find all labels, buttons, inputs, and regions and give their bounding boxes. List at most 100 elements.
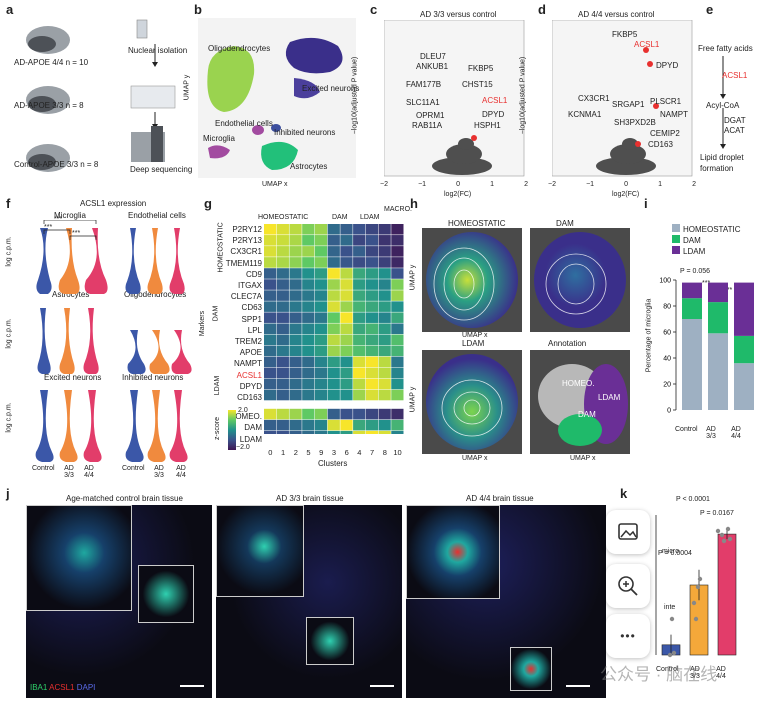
more-icon: •••	[620, 629, 636, 643]
y-tick-label: 80	[663, 304, 671, 311]
heatmap-cell	[264, 312, 277, 323]
gene-d-acsl1: ACSL1	[634, 40, 660, 49]
heatmap-cell	[302, 301, 315, 312]
heatmap-cell	[340, 356, 353, 368]
xtick: 2	[692, 181, 696, 188]
workflow-icons	[130, 19, 176, 162]
bar-chart-k	[655, 515, 737, 658]
heatmap-cell	[289, 323, 302, 334]
heatmap-cell	[302, 290, 315, 301]
gene-c-rab11a: RAB11A	[412, 121, 443, 130]
heatmap-cell	[302, 367, 315, 379]
pathway-acat: ACAT	[724, 126, 745, 135]
heatmap-cell	[289, 419, 302, 431]
umap-h-title-dam: DAM	[556, 219, 574, 228]
heatmap-cell	[264, 224, 277, 235]
heatmap-cell	[340, 290, 353, 301]
scale-bar	[370, 685, 394, 687]
volcano-d-xlabel: log2(FC)	[612, 191, 640, 198]
heatmap-cell	[365, 301, 379, 312]
heatmap-cell	[264, 268, 277, 279]
group-label-apoe33: AD-APOE 3/3 n = 8	[14, 101, 84, 110]
violin-cell-inhibited: Inhibited neurons	[122, 373, 184, 382]
heatmap-cell	[378, 419, 391, 431]
heatmap-cell	[340, 235, 353, 246]
heatmap-cell	[391, 290, 404, 301]
k-pval-3: P = 0.0004	[658, 550, 692, 557]
k-x-control: Control	[656, 666, 679, 673]
stacked-bar-segment	[734, 282, 754, 336]
heatmap-cell	[314, 257, 328, 268]
cluster-astrocytes: Astrocytes	[290, 162, 328, 171]
heatmap-cell	[289, 246, 302, 257]
stack-x-ad44: AD 4/4	[731, 426, 741, 440]
umap-b-clusters	[207, 37, 343, 170]
gene-d-cd163: CD163	[648, 140, 673, 149]
heatmap-cell	[353, 312, 366, 323]
y-tick-label: 60	[663, 330, 671, 337]
stacked-bar-segment	[708, 333, 728, 410]
more-options-button[interactable]: •••	[606, 614, 650, 658]
pathway-ffa: Free fatty acids	[698, 44, 753, 53]
stack-pval-1: P = 0.056	[680, 268, 711, 275]
stack-x-ad33: AD 3/3	[706, 426, 716, 440]
heatmap-cell	[327, 301, 340, 312]
heatmap-cell	[314, 389, 328, 401]
heatmap-cell	[327, 279, 340, 290]
micro-roi	[306, 617, 354, 665]
heatmap-col-label: 10	[393, 448, 402, 457]
heatmap-cell	[314, 290, 328, 301]
heatmap-cell	[365, 408, 379, 420]
data-point	[721, 538, 727, 544]
heatmap-row-label: P2RY12	[232, 225, 262, 234]
micro-inset	[406, 505, 500, 599]
stack-legend: HOMEOSTATIC DAM LDAM	[672, 224, 740, 257]
heatmap-cell	[302, 408, 315, 420]
heatmap-cell	[302, 246, 315, 257]
heatmap-cell	[302, 312, 315, 323]
heatmap-cell	[264, 419, 277, 431]
stacked-bar-chart: 0 20 40 60 80 100	[659, 278, 754, 415]
stain-dapi: DAPI	[76, 683, 96, 692]
heatmap-cell	[264, 290, 277, 301]
heatmap-cell	[340, 334, 353, 346]
stain-legend: IBA1 ACSL1 DAPI	[30, 683, 95, 692]
heatmap-cell	[276, 246, 289, 257]
group-label-apoe44: AD-APOE 4/4 n = 10	[14, 58, 89, 67]
heatmap-cell	[391, 246, 404, 257]
heatmap-cell	[365, 378, 379, 390]
pathway-dgat: DGAT	[724, 116, 746, 125]
xtick: 2	[524, 181, 528, 188]
step-nuclear-isolation: Nuclear isolation	[128, 46, 188, 55]
panel-e-letter: e	[706, 2, 714, 17]
pathway-acyl-coa: Acyl-CoA	[706, 101, 740, 110]
heatmap-cell	[353, 408, 366, 420]
cluster-microglia: Microglia	[203, 134, 236, 143]
violin-cell-oligodendrocytes: Oligodendrocytes	[124, 290, 187, 299]
heatmap-col-labels: 0 1 2 5 9 3 6 4 7 8 10	[264, 448, 404, 457]
heatmap-cell	[378, 224, 391, 235]
heatmap-cell	[378, 323, 391, 334]
panel-f-letter: f	[6, 196, 11, 211]
micro-title-control: Age-matched control brain tissue	[66, 494, 183, 503]
heatmap-cell	[264, 408, 277, 420]
heatmap-cell	[276, 268, 289, 279]
gene-c-acsl1: ACSL1	[482, 96, 508, 105]
heatmap-cell	[340, 268, 353, 279]
umap-b-xlabel: UMAP x	[262, 181, 288, 188]
heatmap-colgroup-dam: DAM	[332, 214, 348, 221]
heatmap-cell	[276, 419, 289, 431]
umap-h-grid	[422, 228, 630, 454]
zoom-in-button[interactable]	[606, 564, 650, 608]
heatmap-row-label: ITGAX	[237, 281, 262, 291]
image-view-button[interactable]	[606, 510, 650, 554]
heatmap-cell	[276, 345, 289, 357]
gene-d-plscr1: PLSCR1	[650, 97, 682, 106]
heatmap-cell	[365, 345, 379, 357]
heatmap-rowgroup-homeostatic: HOMEOSTATIC	[217, 222, 225, 273]
heatmap-cell	[378, 312, 391, 323]
panel-b-letter: b	[194, 2, 202, 17]
heatmap-markers-label: Markers	[199, 310, 207, 337]
micro-image-ad44	[406, 505, 606, 698]
heatmap-colgroup-ldam: LDAM	[360, 214, 380, 221]
